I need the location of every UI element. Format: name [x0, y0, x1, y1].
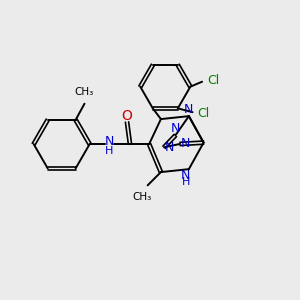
Text: Cl: Cl: [207, 74, 219, 87]
Text: N: N: [181, 169, 190, 182]
Text: H: H: [182, 177, 190, 188]
Text: N: N: [181, 137, 190, 150]
Text: Cl: Cl: [198, 107, 210, 120]
Text: CH₃: CH₃: [75, 87, 94, 97]
Text: N: N: [184, 103, 194, 116]
Text: N: N: [165, 141, 174, 154]
Text: N: N: [171, 122, 180, 136]
Text: CH₃: CH₃: [133, 192, 152, 202]
Text: N: N: [105, 135, 114, 148]
Text: H: H: [105, 146, 114, 156]
Text: O: O: [122, 109, 133, 122]
